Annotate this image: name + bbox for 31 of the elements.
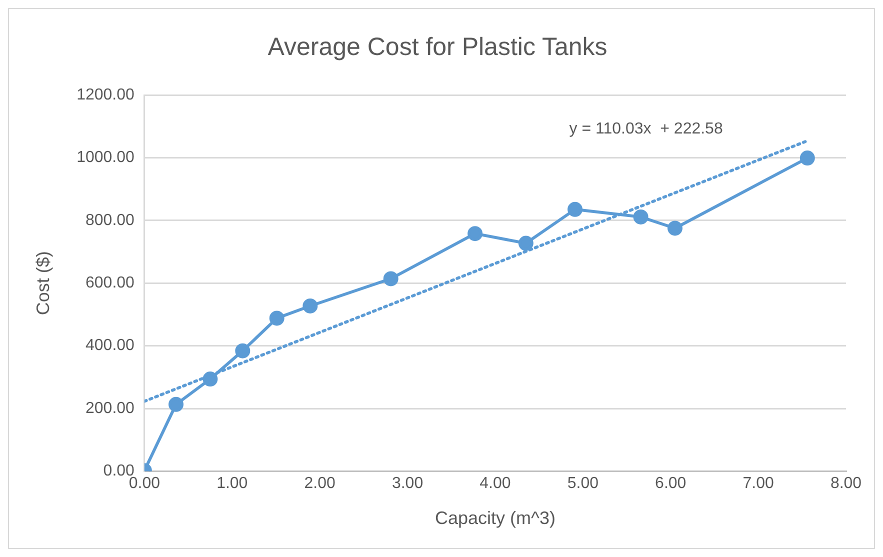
chart-title: Average Cost for Plastic Tanks xyxy=(268,32,608,61)
point xyxy=(468,226,483,242)
x-tick-label: 8.00 xyxy=(830,475,862,492)
point xyxy=(667,220,682,236)
point xyxy=(269,310,284,326)
point xyxy=(202,372,218,387)
x-tick-label: 3.00 xyxy=(392,475,424,492)
x-tick-label: 7.00 xyxy=(742,475,774,492)
point xyxy=(568,202,583,217)
y-tick-label: 1200.00 xyxy=(76,86,135,104)
point xyxy=(633,209,648,224)
x-tick-label: 4.00 xyxy=(480,475,511,492)
point xyxy=(302,298,318,314)
point xyxy=(800,150,815,166)
y-axis-title: Cost ($) xyxy=(32,251,53,316)
x-tick-label: 2.00 xyxy=(304,475,336,492)
y-tick-label: 200.00 xyxy=(86,400,135,417)
point xyxy=(235,343,250,358)
x-tick-label: 6.00 xyxy=(655,475,686,492)
annotation: y = 110.03x + 222.58 xyxy=(569,120,723,138)
point xyxy=(383,271,398,286)
y-tick-label: 600.00 xyxy=(86,274,135,292)
point xyxy=(518,236,534,251)
y-tick-label: 1000.00 xyxy=(76,149,135,166)
x-tick-label: 5.00 xyxy=(567,475,599,492)
x-tick-label: 0.00 xyxy=(128,475,160,492)
x-tick-label: 1.00 xyxy=(216,475,248,492)
point xyxy=(168,396,184,412)
y-tick-label: 800.00 xyxy=(86,212,135,229)
x-axis-title: Capacity (m^3) xyxy=(434,508,556,528)
y-tick-label: 400.00 xyxy=(86,337,135,354)
